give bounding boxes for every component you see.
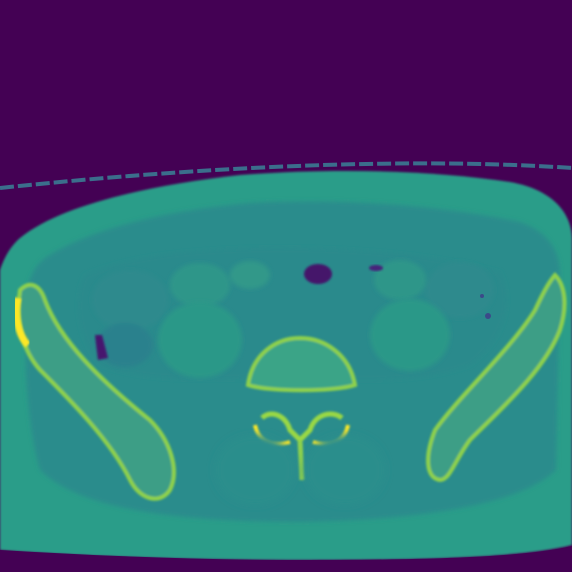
anterior-gas — [304, 264, 332, 284]
right-iliac-bone — [426, 272, 567, 483]
small-gas — [369, 265, 383, 271]
psoas-muscles — [158, 299, 450, 378]
left-bowel-gas — [95, 335, 108, 360]
body-lower-edge — [0, 546, 572, 572]
left-iliac-bone — [16, 282, 176, 501]
paraspinal-muscles — [215, 435, 385, 505]
right-bowel-gas-specks — [480, 294, 491, 319]
scanner-table-line — [0, 161, 572, 190]
vertebral-body — [245, 335, 358, 393]
bowel-loops — [92, 260, 494, 367]
left-iliac-crest-bright — [12, 297, 31, 348]
